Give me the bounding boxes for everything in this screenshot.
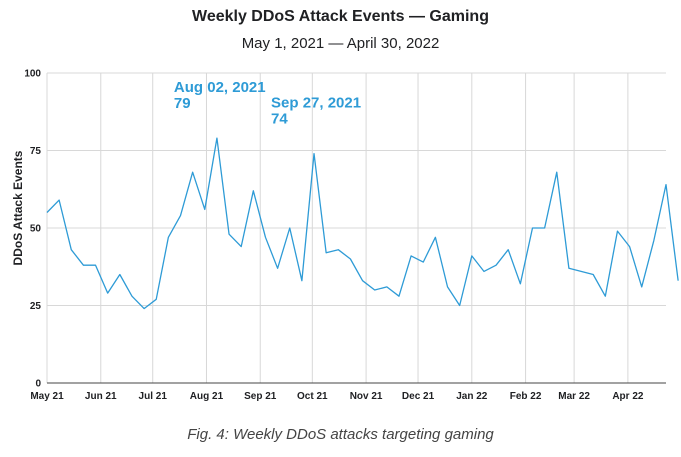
grid-lines: [46, 72, 666, 383]
x-tick-label: Oct 21: [297, 391, 328, 402]
annotation-value: 74: [271, 111, 288, 128]
chart-subtitle: May 1, 2021 — April 30, 2022: [241, 35, 440, 52]
x-tick-label: Dec 21: [402, 391, 435, 402]
series-layer: [46, 137, 679, 310]
y-tick-label: 75: [30, 146, 42, 157]
x-tick-label: Jun 21: [85, 391, 117, 402]
y-tick-label: 25: [30, 301, 42, 312]
x-tick-label: Jul 21: [139, 391, 168, 402]
x-tick-label: Sep 21: [244, 391, 277, 402]
y-tick-label: 50: [30, 224, 42, 235]
y-tick-label: 100: [24, 69, 41, 80]
x-tick-label: Jan 22: [456, 391, 488, 402]
x-tick-label: Mar 22: [558, 391, 590, 402]
annotation-date: Aug 02, 2021: [174, 79, 266, 96]
x-tick-label: May 21: [30, 391, 64, 402]
figure-caption: Fig. 4: Weekly DDoS attacks targeting ga…: [187, 426, 494, 443]
annotation-date: Sep 27, 2021: [271, 95, 361, 112]
x-tick-label: Apr 22: [612, 391, 644, 402]
x-tick-label: Aug 21: [190, 391, 224, 402]
series-line: [46, 137, 679, 310]
y-axis-label: DDoS Attack Events: [11, 150, 25, 265]
axes: 0 25 50 75 100 May 21 Jun 21 Jul 21 Aug 21 Sep 21…: [24, 69, 666, 402]
x-tick-label: Nov 21: [350, 391, 383, 402]
annotation-value: 79: [174, 95, 191, 112]
y-tick-label: 0: [35, 379, 41, 390]
chart-title: Weekly DDoS Attack Events — Gaming: [192, 8, 489, 25]
x-tick-label: Feb 22: [510, 391, 542, 402]
